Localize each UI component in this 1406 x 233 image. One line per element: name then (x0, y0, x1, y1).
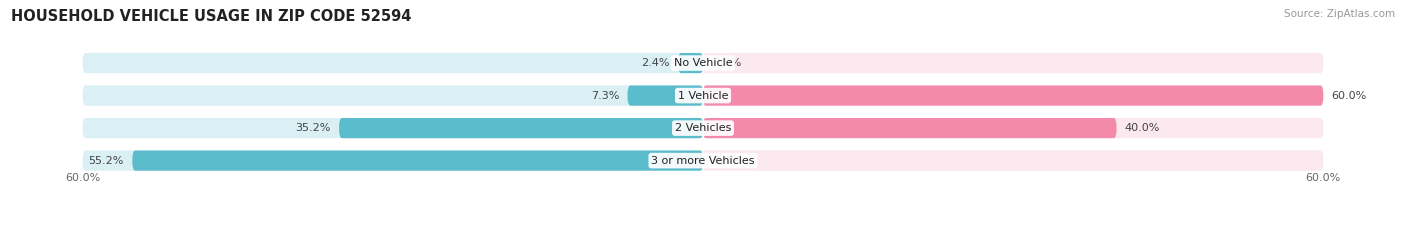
Text: 60.0%: 60.0% (1306, 174, 1341, 184)
FancyBboxPatch shape (83, 118, 703, 138)
FancyBboxPatch shape (132, 151, 703, 171)
FancyBboxPatch shape (83, 151, 703, 171)
FancyBboxPatch shape (703, 53, 1323, 73)
Text: 40.0%: 40.0% (1125, 123, 1160, 133)
Text: 3 or more Vehicles: 3 or more Vehicles (651, 156, 755, 166)
Text: 0.0%: 0.0% (713, 156, 741, 166)
Text: 55.2%: 55.2% (89, 156, 124, 166)
Text: 2 Vehicles: 2 Vehicles (675, 123, 731, 133)
Text: HOUSEHOLD VEHICLE USAGE IN ZIP CODE 52594: HOUSEHOLD VEHICLE USAGE IN ZIP CODE 5259… (11, 9, 412, 24)
FancyBboxPatch shape (83, 118, 1323, 138)
Text: 7.3%: 7.3% (591, 91, 619, 101)
FancyBboxPatch shape (703, 86, 1323, 106)
FancyBboxPatch shape (678, 53, 703, 73)
FancyBboxPatch shape (83, 86, 1323, 106)
Text: Source: ZipAtlas.com: Source: ZipAtlas.com (1284, 9, 1395, 19)
FancyBboxPatch shape (83, 151, 1323, 171)
Text: 2.4%: 2.4% (641, 58, 669, 68)
FancyBboxPatch shape (703, 151, 1323, 171)
FancyBboxPatch shape (703, 118, 1323, 138)
Text: 60.0%: 60.0% (65, 174, 100, 184)
Text: 35.2%: 35.2% (295, 123, 330, 133)
FancyBboxPatch shape (703, 118, 1116, 138)
Text: 60.0%: 60.0% (1331, 91, 1367, 101)
Text: No Vehicle: No Vehicle (673, 58, 733, 68)
FancyBboxPatch shape (83, 53, 703, 73)
FancyBboxPatch shape (703, 86, 1323, 106)
FancyBboxPatch shape (339, 118, 703, 138)
FancyBboxPatch shape (83, 53, 1323, 73)
Text: 0.0%: 0.0% (713, 58, 741, 68)
FancyBboxPatch shape (627, 86, 703, 106)
FancyBboxPatch shape (83, 86, 703, 106)
Text: 1 Vehicle: 1 Vehicle (678, 91, 728, 101)
